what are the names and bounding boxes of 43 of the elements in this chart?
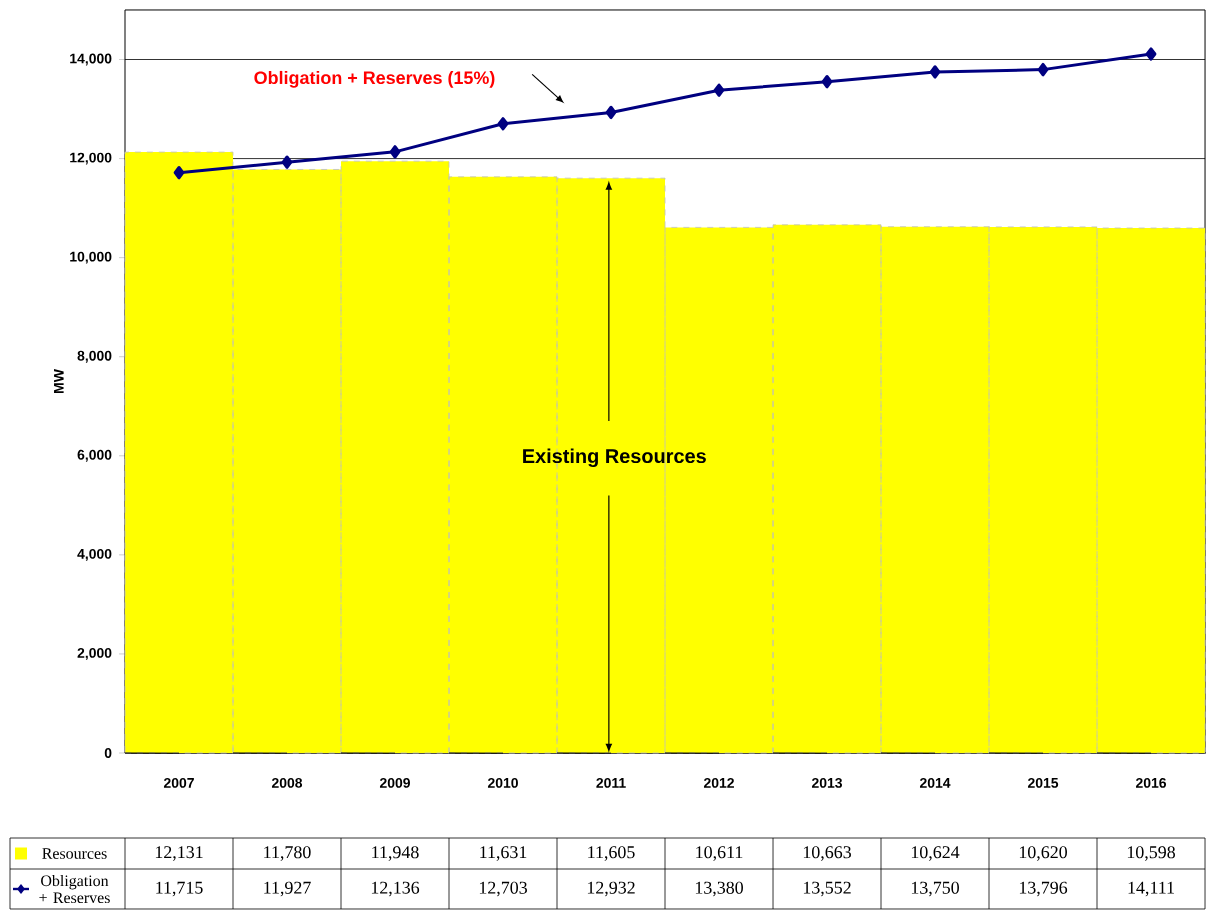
- y-tick-label: 12,000: [70, 152, 112, 165]
- x-tick-label: 2014: [919, 777, 951, 788]
- data-label: 11,948: [372, 846, 419, 861]
- legend-label: Obligation + Reserves: [39, 874, 110, 904]
- y-tick-label: 8,000: [77, 350, 112, 363]
- y-tick-label: 6,000: [77, 449, 112, 462]
- x-tick-label: 2008: [271, 777, 303, 788]
- x-tick-label: 2010: [487, 777, 518, 788]
- y-tick-label: 4,000: [77, 548, 112, 561]
- data-label: 13,380: [695, 881, 743, 897]
- y-tick-label: 0: [104, 748, 112, 758]
- data-label: 11,631: [480, 846, 527, 861]
- data-label: 10,611: [696, 846, 743, 861]
- y-tick-label: 14,000: [70, 53, 112, 66]
- data-label: 11,605: [588, 846, 635, 861]
- data-label: 13,750: [911, 881, 959, 897]
- y-axis-title: MW: [54, 369, 64, 393]
- data-label: 13,552: [803, 881, 851, 897]
- data-label: 13,796: [1019, 881, 1068, 897]
- x-tick-label: 2016: [1135, 777, 1167, 788]
- y-tick-label: 10,000: [70, 251, 112, 264]
- annotation: Obligation + Reserves (15%): [254, 70, 495, 88]
- data-label: 10,598: [1127, 846, 1175, 861]
- x-tick-label: 2011: [596, 777, 626, 788]
- data-label: 11,927: [264, 881, 311, 897]
- data-label: 12,703: [479, 881, 527, 897]
- data-label: 12,136: [371, 881, 420, 897]
- x-tick-label: 2009: [379, 777, 410, 788]
- data-label: 10,624: [911, 846, 960, 861]
- annotation: Existing Resources: [523, 448, 706, 468]
- data-label: 12,131: [155, 846, 203, 861]
- data-label: 14,111: [1128, 881, 1174, 897]
- legend-label: Resources: [42, 848, 107, 859]
- data-label: 10,663: [803, 846, 851, 861]
- y-tick-label: 2,000: [77, 648, 112, 660]
- x-tick-label: 2007: [163, 777, 194, 788]
- data-label: 10,620: [1019, 846, 1067, 861]
- x-tick-label: 2015: [1027, 777, 1059, 788]
- x-tick-label: 2012: [703, 777, 734, 788]
- x-tick-label: 2013: [811, 777, 843, 788]
- data-label: 11,780: [264, 846, 311, 861]
- data-label: 11,715: [156, 881, 203, 897]
- data-label: 12,932: [587, 881, 635, 897]
